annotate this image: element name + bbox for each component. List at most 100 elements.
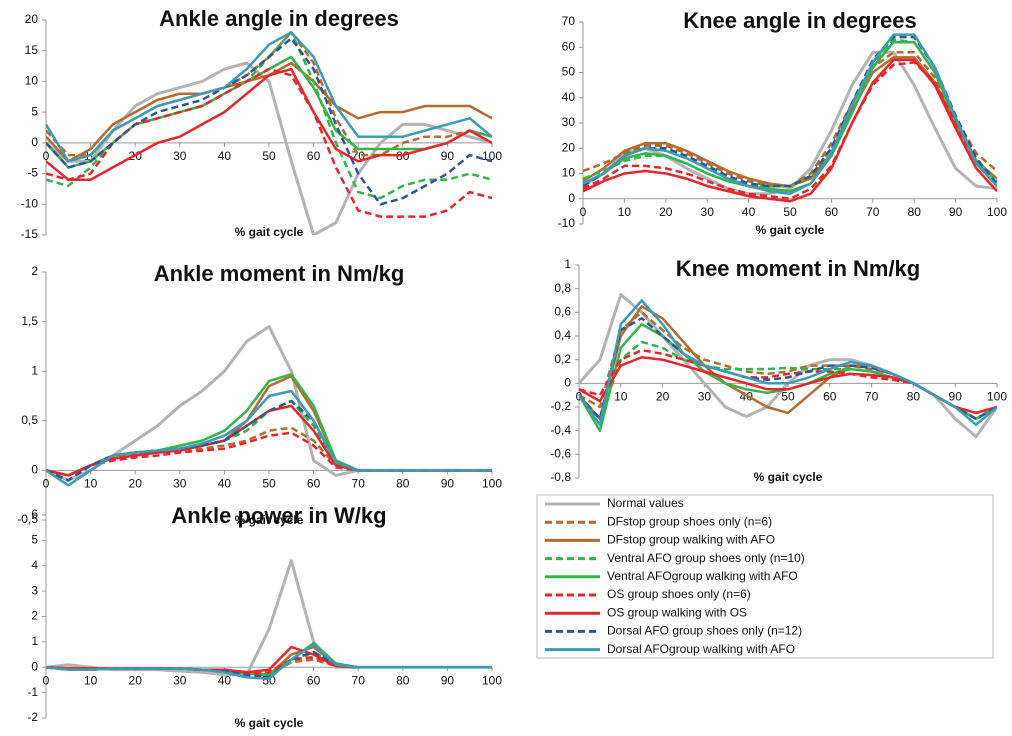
- x-tick-label: 30: [173, 673, 187, 687]
- x-tick-label: 80: [907, 390, 921, 404]
- chart-title: Ankle angle in degrees: [159, 6, 399, 31]
- series-line: [46, 37, 492, 206]
- x-tick-label: 50: [262, 149, 276, 163]
- y-tick-label: 5: [31, 533, 38, 547]
- series-line: [46, 643, 492, 680]
- x-tick-label: 40: [218, 673, 232, 687]
- y-tick-label: 2: [31, 264, 38, 278]
- series-line: [579, 317, 997, 421]
- legend-label: OS group shoes only (n=6): [607, 587, 751, 601]
- x-tick-label: 60: [307, 673, 321, 687]
- y-tick-label: -15: [21, 227, 39, 241]
- x-tick-label: 60: [307, 477, 321, 491]
- y-tick-label: -5: [27, 166, 38, 180]
- plot-lines: [46, 325, 492, 487]
- series-line: [46, 559, 492, 677]
- legend-label: DFstop group walking with AFO: [607, 533, 775, 547]
- series-line: [46, 404, 492, 477]
- y-tick-label: 1: [564, 257, 571, 271]
- series-line: [583, 38, 997, 188]
- y-tick-label: -0,6: [550, 447, 571, 461]
- x-tick-label: 90: [441, 673, 455, 687]
- x-tick-label: 90: [441, 149, 455, 163]
- x-tick-label: 60: [825, 205, 839, 219]
- x-tick-label: 50: [783, 205, 797, 219]
- y-tick-label: 70: [562, 14, 576, 28]
- y-tick-label: -10: [558, 216, 576, 230]
- y-tick-label: 0,6: [554, 305, 571, 319]
- x-tick-label: 80: [908, 205, 922, 219]
- y-tick-label: -1: [27, 685, 38, 699]
- y-tick-label: 0: [31, 463, 38, 477]
- x-tick-label: 90: [949, 390, 963, 404]
- x-tick-label: 30: [701, 205, 715, 219]
- y-tick-label: 0: [568, 191, 575, 205]
- plot-lines: [46, 31, 492, 235]
- x-axis-label: % gait cycle: [756, 223, 825, 237]
- y-tick-label: 20: [562, 140, 576, 154]
- x-tick-label: 0: [580, 205, 587, 219]
- x-tick-label: 70: [352, 477, 366, 491]
- series-line: [46, 61, 492, 235]
- y-tick-label: -0,5: [17, 512, 38, 526]
- x-tick-label: 20: [656, 390, 670, 404]
- series-line: [46, 426, 492, 477]
- x-tick-label: 100: [987, 390, 1007, 404]
- legend-box: [536, 494, 994, 659]
- x-tick-label: 90: [441, 477, 455, 491]
- x-tick-label: 10: [618, 205, 632, 219]
- y-tick-label: 3: [31, 583, 38, 597]
- chart-title: Ankle power in W/kg: [171, 503, 386, 528]
- x-tick-label: 40: [218, 477, 232, 491]
- plot-lines: [583, 33, 997, 203]
- x-tick-label: 50: [262, 477, 276, 491]
- x-tick-label: 10: [614, 390, 628, 404]
- y-tick-label: 0,4: [554, 328, 571, 342]
- x-tick-label: 20: [659, 205, 673, 219]
- y-tick-label: 6: [31, 507, 38, 521]
- x-tick-label: 60: [307, 149, 321, 163]
- series-line: [583, 51, 997, 188]
- y-tick-label: 0,2: [554, 352, 571, 366]
- x-tick-label: 100: [482, 149, 502, 163]
- y-tick-label: 1: [31, 634, 38, 648]
- x-tick-label: 0: [43, 673, 50, 687]
- x-tick-label: 40: [742, 205, 756, 219]
- x-tick-label: 80: [396, 477, 410, 491]
- legend-label: Ventral AFO group shoes only (n=10): [607, 551, 805, 565]
- x-axis-label: % gait cycle: [235, 716, 304, 730]
- legend-label: Dorsal AFOgroup walking with AFO: [607, 642, 795, 656]
- series-line: [579, 299, 997, 427]
- x-tick-label: 0: [43, 149, 50, 163]
- y-tick-label: -0,4: [550, 423, 571, 437]
- x-axis-label: % gait cycle: [235, 225, 304, 239]
- x-tick-label: 70: [352, 673, 366, 687]
- x-axis-label: % gait cycle: [235, 513, 304, 527]
- x-tick-label: 50: [781, 390, 795, 404]
- chart-title: Ankle moment in Nm/kg: [154, 261, 405, 286]
- x-tick-label: 90: [949, 205, 963, 219]
- plot-lines: [579, 293, 997, 439]
- series-line: [46, 399, 492, 482]
- y-tick-label: 1,5: [21, 314, 38, 328]
- x-tick-label: 0: [43, 477, 50, 491]
- y-tick-label: -0,2: [550, 399, 571, 413]
- series-line: [579, 293, 997, 439]
- y-tick-label: 4: [31, 558, 38, 572]
- y-tick-label: 50: [562, 65, 576, 79]
- series-line: [583, 58, 997, 203]
- legend-label: Dorsal AFO group shoes only (n=12): [607, 624, 802, 638]
- y-tick-label: 10: [25, 74, 39, 88]
- series-line: [46, 31, 492, 163]
- x-tick-label: 100: [482, 477, 502, 491]
- legend-label: Ventral AFOgroup walking with AFO: [607, 569, 798, 583]
- series-line: [46, 389, 492, 487]
- y-tick-label: 30: [562, 115, 576, 129]
- legend-label: OS group walking with OS: [607, 605, 747, 619]
- y-tick-label: 0,8: [554, 281, 571, 295]
- x-tick-label: 100: [482, 673, 502, 687]
- x-axis-label: % gait cycle: [754, 470, 823, 484]
- x-tick-label: 30: [173, 149, 187, 163]
